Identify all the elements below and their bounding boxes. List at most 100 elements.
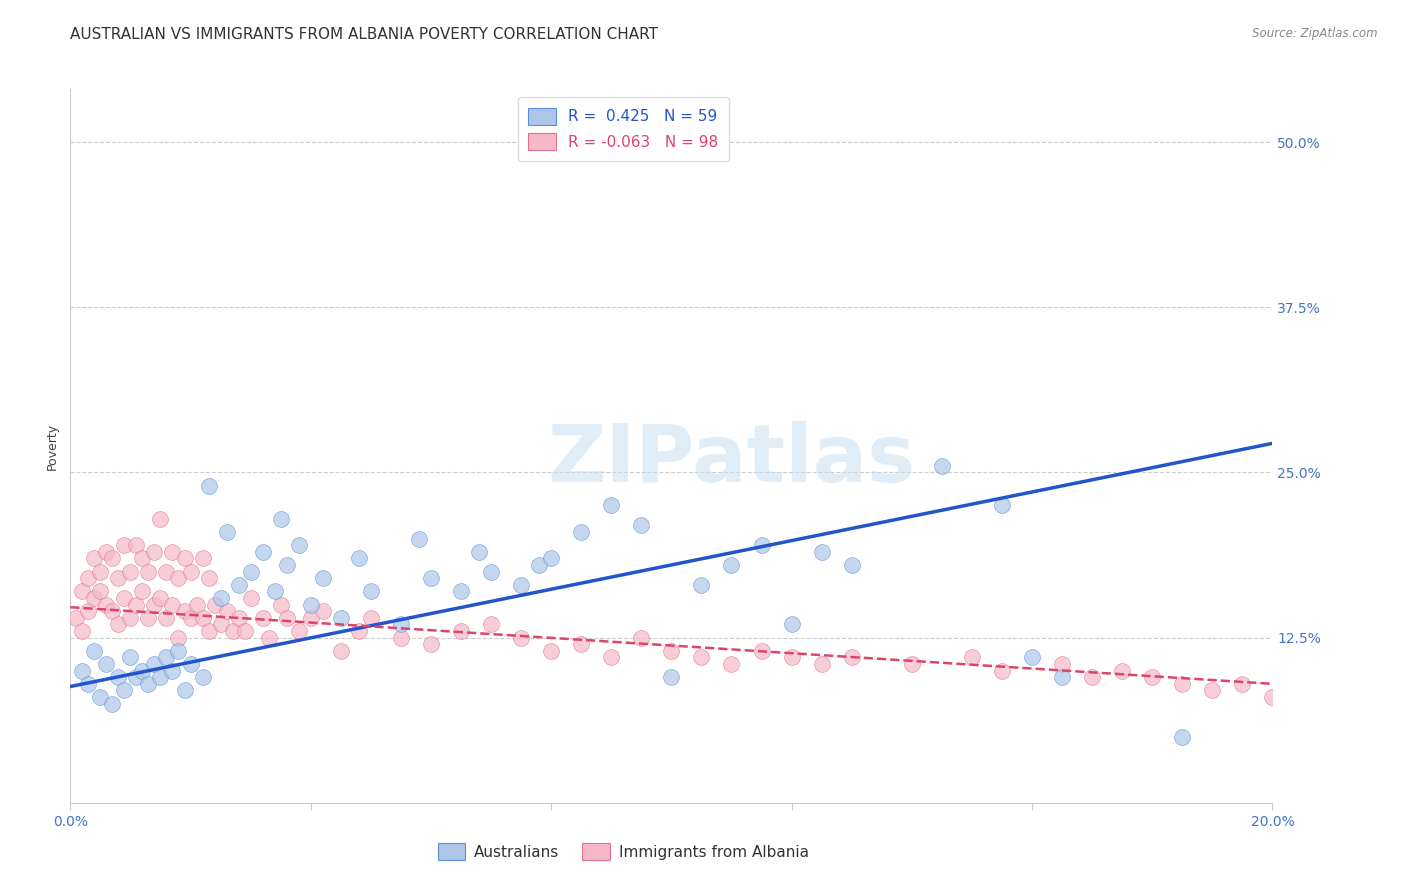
Point: [1021, 650, 1043, 665]
Point: [96, 657, 118, 671]
Point: [209, 591, 232, 605]
Point: [112, 538, 135, 552]
Point: [162, 545, 184, 559]
Point: [780, 617, 803, 632]
Point: [149, 511, 172, 525]
Point: [180, 611, 202, 625]
Point: [125, 538, 148, 552]
Point: [107, 571, 129, 585]
Point: [83, 591, 105, 605]
Point: [1171, 677, 1194, 691]
Point: [72, 664, 94, 678]
Point: [299, 598, 322, 612]
Point: [125, 670, 148, 684]
Point: [96, 545, 118, 559]
Point: [600, 650, 623, 665]
Point: [107, 670, 129, 684]
Point: [143, 598, 166, 612]
Point: [276, 611, 298, 625]
Point: [120, 611, 142, 625]
Point: [931, 458, 953, 473]
Point: [138, 677, 160, 691]
Point: [287, 624, 309, 638]
Point: [1382, 700, 1405, 714]
Point: [450, 584, 472, 599]
Point: [450, 624, 472, 638]
Point: [312, 604, 335, 618]
Point: [263, 584, 285, 599]
Point: [1111, 664, 1133, 678]
Point: [270, 598, 292, 612]
Point: [360, 584, 382, 599]
Point: [107, 617, 129, 632]
Point: [131, 584, 153, 599]
Point: [901, 657, 924, 671]
Point: [149, 670, 172, 684]
Point: [329, 611, 352, 625]
Point: [173, 604, 195, 618]
Point: [1050, 670, 1073, 684]
Point: [167, 631, 190, 645]
Point: [162, 664, 184, 678]
Point: [209, 617, 232, 632]
Point: [173, 683, 195, 698]
Point: [138, 565, 160, 579]
Point: [810, 657, 832, 671]
Point: [83, 644, 105, 658]
Point: [191, 611, 214, 625]
Point: [77, 571, 100, 585]
Text: AUSTRALIAN VS IMMIGRANTS FROM ALBANIA POVERTY CORRELATION CHART: AUSTRALIAN VS IMMIGRANTS FROM ALBANIA PO…: [70, 27, 658, 42]
Y-axis label: Poverty: Poverty: [45, 423, 59, 469]
Point: [527, 558, 550, 572]
Point: [252, 611, 274, 625]
Point: [65, 611, 87, 625]
Point: [661, 670, 683, 684]
Point: [197, 624, 219, 638]
Point: [191, 551, 214, 566]
Point: [257, 631, 280, 645]
Point: [143, 545, 166, 559]
Point: [690, 578, 713, 592]
Point: [510, 578, 533, 592]
Point: [239, 565, 262, 579]
Point: [233, 624, 256, 638]
Point: [841, 650, 863, 665]
Point: [1232, 677, 1254, 691]
Point: [600, 499, 623, 513]
Point: [1050, 657, 1073, 671]
Point: [186, 598, 208, 612]
Point: [239, 591, 262, 605]
Point: [112, 683, 135, 698]
Point: [287, 538, 309, 552]
Point: [312, 571, 335, 585]
Point: [991, 499, 1014, 513]
Point: [751, 644, 773, 658]
Point: [197, 571, 219, 585]
Point: [143, 657, 166, 671]
Point: [540, 644, 562, 658]
Point: [299, 611, 322, 625]
Point: [77, 677, 100, 691]
Point: [125, 598, 148, 612]
Point: [197, 478, 219, 492]
Point: [569, 637, 592, 651]
Point: [276, 558, 298, 572]
Point: [101, 604, 124, 618]
Point: [389, 617, 412, 632]
Point: [89, 565, 111, 579]
Point: [1201, 683, 1223, 698]
Point: [1291, 683, 1313, 698]
Point: [389, 631, 412, 645]
Point: [329, 644, 352, 658]
Text: ZIPatlas: ZIPatlas: [547, 421, 915, 500]
Point: [270, 511, 292, 525]
Point: [360, 611, 382, 625]
Point: [479, 617, 502, 632]
Point: [420, 571, 443, 585]
Point: [215, 524, 238, 539]
Point: [138, 611, 160, 625]
Point: [1081, 670, 1104, 684]
Point: [228, 578, 250, 592]
Point: [661, 644, 683, 658]
Point: [347, 624, 370, 638]
